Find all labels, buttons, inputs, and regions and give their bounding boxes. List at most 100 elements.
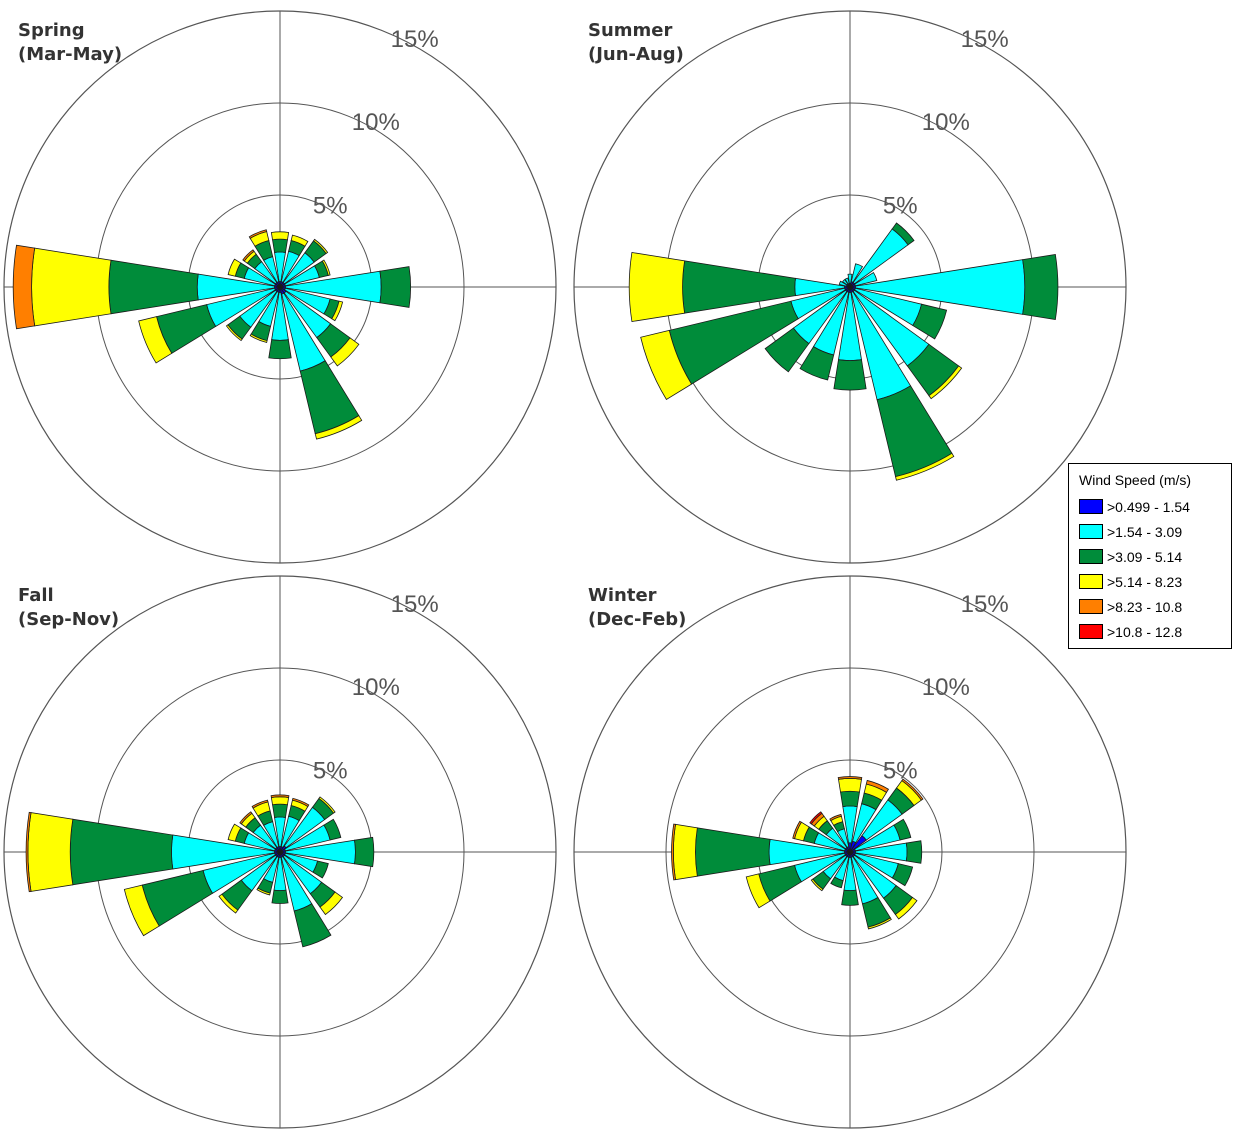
- petal-segment: [838, 280, 848, 287]
- legend-entry: >5.14 - 8.23: [1079, 569, 1225, 594]
- petal-segment: [225, 324, 243, 342]
- petal-segment: [268, 339, 292, 360]
- panel-title: Summer: [588, 20, 672, 41]
- petal-segment: [69, 818, 174, 886]
- petal-segment: [312, 860, 329, 879]
- ring-label: 15%: [961, 591, 1009, 618]
- ring-label: 5%: [883, 758, 918, 785]
- petal-segment: [928, 365, 963, 400]
- petal-segment: [314, 415, 363, 440]
- legend: Wind Speed (m/s) >0.499 - 1.54 >1.54 - 3…: [1068, 463, 1232, 649]
- petal-segment: [764, 327, 810, 373]
- petal-segment: [841, 889, 859, 906]
- petal-segment: [291, 797, 310, 808]
- petal-segment: [218, 893, 239, 914]
- petal-segment: [901, 778, 924, 801]
- petal-segment: [123, 884, 160, 937]
- petal-segment: [838, 778, 862, 793]
- wind-rose-panel: 5% 10% 15% Fall (Sep-Nov): [3, 575, 557, 1129]
- legend-entry: >0.499 - 1.54: [1079, 494, 1225, 519]
- legend-swatch: [1079, 549, 1103, 564]
- legend-label: >8.23 - 10.8: [1107, 598, 1183, 615]
- petal-segment: [249, 333, 268, 343]
- petal-segment: [318, 796, 336, 814]
- petal-segment: [27, 812, 74, 892]
- ring-label: 5%: [883, 193, 918, 220]
- legend-label: >1.54 - 3.09: [1107, 523, 1183, 540]
- panel-title: Spring: [18, 20, 85, 41]
- ring-label: 15%: [961, 26, 1009, 53]
- legend-swatch: [1079, 599, 1103, 614]
- petal-segment: [844, 277, 850, 285]
- petal-segment: [270, 231, 290, 241]
- petal-segment: [312, 238, 329, 255]
- petal-segment: [905, 840, 923, 864]
- petal-segment: [379, 266, 411, 308]
- petal-segment: [891, 863, 914, 887]
- ring-label: 10%: [922, 674, 970, 701]
- legend-entry: >10.8 - 12.8: [1079, 619, 1225, 644]
- petal-segment: [323, 818, 342, 841]
- ring-label: 5%: [313, 193, 348, 220]
- panel-subtitle: (Jun-Aug): [588, 44, 684, 65]
- petal-segment: [847, 273, 853, 284]
- petal-segment: [108, 259, 199, 315]
- legend-entry: >3.09 - 5.14: [1079, 544, 1225, 569]
- petal-segment: [628, 252, 686, 322]
- legend-swatch: [1079, 574, 1103, 589]
- petal-segment: [270, 794, 290, 798]
- legend-label: >0.499 - 1.54: [1107, 498, 1190, 515]
- legend-label: >5.14 - 8.23: [1107, 573, 1183, 590]
- petal-segment: [895, 452, 955, 481]
- petal-segment: [1022, 254, 1059, 320]
- petal-segment: [893, 818, 912, 841]
- petal-segment: [330, 337, 360, 367]
- wind-rose-panel: 5% 10% 15% Winter (Dec-Feb): [573, 575, 1127, 1129]
- legend-swatch: [1079, 524, 1103, 539]
- petal-segment: [242, 249, 255, 262]
- petal-segment: [837, 776, 863, 780]
- legend-entry: >1.54 - 3.09: [1079, 519, 1225, 544]
- petal-segment: [840, 790, 860, 808]
- petal-segment: [227, 258, 242, 277]
- petal-segment: [809, 811, 823, 825]
- petal-segment: [745, 873, 771, 909]
- petal-segment: [833, 359, 867, 391]
- petal-segment: [319, 891, 344, 916]
- petal-segment: [227, 823, 242, 842]
- petal-segment: [290, 234, 309, 247]
- petal-segment: [239, 811, 253, 825]
- ring-label: 15%: [391, 26, 439, 53]
- legend-swatch: [1079, 499, 1103, 514]
- panel-subtitle: (Mar-May): [18, 44, 122, 65]
- panel-subtitle: (Dec-Feb): [588, 609, 686, 630]
- petal-segment: [695, 827, 771, 877]
- petal-segment: [867, 917, 892, 930]
- petal-segment: [248, 229, 268, 239]
- petal-segment: [865, 779, 890, 793]
- legend-entry: >8.23 - 10.8: [1079, 594, 1225, 619]
- petal-segment: [912, 303, 948, 340]
- petal-segment: [293, 903, 332, 948]
- petal-segment: [799, 346, 835, 381]
- petal-segment: [270, 796, 290, 806]
- ring-label: 10%: [922, 109, 970, 136]
- legend-label: >10.8 - 12.8: [1107, 623, 1183, 640]
- petal-segment: [31, 247, 112, 327]
- petal-segment: [331, 300, 344, 322]
- legend-title: Wind Speed (m/s): [1079, 472, 1192, 488]
- petal-segment: [138, 316, 173, 364]
- petal-segment: [810, 878, 824, 892]
- petal-segment: [672, 823, 698, 881]
- ring-label: 10%: [352, 109, 400, 136]
- wind-rose-panel: 5% 10% 15% Spring (Mar-May): [3, 10, 557, 564]
- legend-label: >3.09 - 5.14: [1107, 548, 1183, 565]
- petal-segment: [830, 876, 844, 889]
- petal-segment: [792, 820, 802, 840]
- panel-title: Fall: [18, 585, 54, 606]
- petal-segment: [271, 889, 289, 904]
- petal-segment: [852, 228, 909, 285]
- petal-segment: [894, 896, 918, 920]
- petal-segment: [842, 279, 849, 286]
